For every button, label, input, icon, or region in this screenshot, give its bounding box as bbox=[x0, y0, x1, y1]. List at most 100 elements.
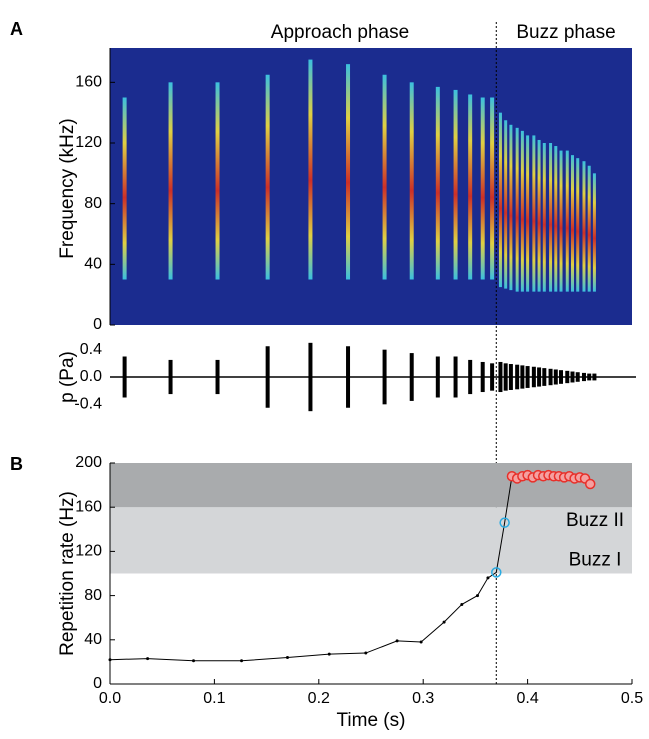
pulse bbox=[575, 372, 580, 382]
rate-point bbox=[192, 659, 196, 663]
call bbox=[542, 143, 546, 292]
pulse bbox=[508, 364, 513, 390]
y-axis-label: Repetition rate (Hz) bbox=[57, 491, 78, 656]
pulse bbox=[490, 363, 495, 391]
call bbox=[468, 94, 473, 280]
phase-label: Approach phase bbox=[271, 22, 409, 43]
y-tick-label: 0 bbox=[93, 316, 102, 333]
y-tick-label: 120 bbox=[75, 543, 102, 560]
pulse bbox=[498, 361, 503, 393]
call bbox=[308, 59, 313, 280]
rate-point bbox=[442, 620, 446, 624]
call bbox=[515, 127, 519, 292]
rate-point bbox=[395, 639, 399, 643]
call bbox=[490, 97, 495, 280]
rate-point bbox=[364, 651, 368, 655]
pulse bbox=[548, 368, 553, 386]
pulse bbox=[520, 365, 525, 389]
x-tick-label: 0.0 bbox=[99, 690, 121, 707]
call bbox=[480, 97, 485, 280]
y-tick-label: 160 bbox=[75, 74, 102, 91]
x-tick-label: 0.2 bbox=[308, 690, 330, 707]
panel-label: A bbox=[10, 19, 23, 39]
call bbox=[504, 120, 508, 289]
pulse bbox=[592, 373, 597, 381]
y-axis-label: Frequency (kHz) bbox=[57, 118, 78, 258]
pulse bbox=[581, 372, 586, 382]
pulse bbox=[215, 359, 220, 395]
x-tick-label: 0.5 bbox=[621, 690, 643, 707]
call bbox=[498, 112, 502, 288]
band bbox=[110, 507, 632, 574]
rate-point bbox=[419, 640, 423, 644]
pulse bbox=[382, 349, 387, 405]
x-tick-label: 0.1 bbox=[203, 690, 225, 707]
call bbox=[565, 150, 569, 292]
y-tick-label: -0.4 bbox=[74, 396, 102, 413]
call bbox=[122, 97, 127, 280]
y-tick-label: 0 bbox=[93, 675, 102, 692]
call bbox=[453, 89, 458, 280]
call bbox=[554, 146, 558, 292]
pulse bbox=[409, 353, 414, 401]
pulse bbox=[542, 368, 547, 386]
rate-point bbox=[475, 594, 479, 598]
rate-marker bbox=[584, 478, 596, 490]
pulse bbox=[168, 359, 173, 395]
call bbox=[559, 150, 563, 292]
call bbox=[382, 74, 387, 280]
call bbox=[592, 173, 596, 292]
y-tick-label: 0.0 bbox=[80, 368, 102, 385]
y-tick-label: 160 bbox=[75, 498, 102, 515]
rate-point bbox=[146, 657, 150, 661]
spectrogram-background bbox=[110, 48, 632, 325]
pulse bbox=[525, 366, 530, 388]
pulse bbox=[480, 361, 485, 393]
x-axis-label: Time (s) bbox=[337, 710, 406, 731]
pulse bbox=[308, 342, 313, 412]
call bbox=[537, 139, 541, 292]
panel-label: B bbox=[10, 454, 23, 474]
pulse bbox=[559, 370, 564, 384]
y-tick-label: 0.4 bbox=[80, 341, 102, 358]
pulse bbox=[453, 356, 458, 398]
y-tick-label: 40 bbox=[84, 631, 102, 648]
pulse bbox=[346, 346, 351, 408]
call bbox=[509, 124, 513, 291]
pulse bbox=[468, 359, 473, 395]
y-tick-label: 200 bbox=[75, 454, 102, 471]
pulse bbox=[265, 346, 270, 408]
call bbox=[168, 82, 173, 280]
rate-point bbox=[285, 655, 289, 659]
y-axis-label: p (Pa) bbox=[57, 351, 78, 403]
call bbox=[549, 143, 553, 292]
pulse bbox=[565, 370, 570, 384]
phase-label: Buzz phase bbox=[516, 22, 615, 43]
call bbox=[532, 135, 536, 292]
call bbox=[346, 64, 351, 280]
pulse bbox=[587, 373, 592, 381]
pulse bbox=[570, 371, 575, 383]
rate-point bbox=[460, 602, 464, 606]
band-label: Buzz II bbox=[566, 510, 624, 531]
y-tick-label: 40 bbox=[84, 256, 102, 273]
y-tick-label: 80 bbox=[84, 587, 102, 604]
pulse bbox=[553, 369, 558, 385]
call bbox=[435, 86, 440, 280]
rate-point bbox=[240, 659, 244, 663]
rate-marker bbox=[499, 517, 510, 528]
call bbox=[582, 161, 586, 292]
x-tick-label: 0.4 bbox=[516, 690, 538, 707]
call bbox=[526, 135, 530, 292]
pulse bbox=[537, 367, 542, 387]
pulse bbox=[515, 364, 520, 390]
rate-point bbox=[327, 652, 331, 656]
rate-marker bbox=[491, 567, 502, 578]
band-label: Buzz I bbox=[569, 550, 622, 571]
call bbox=[265, 74, 270, 280]
call bbox=[520, 130, 524, 292]
call bbox=[576, 158, 580, 292]
pulse bbox=[503, 363, 508, 391]
y-tick-label: 120 bbox=[75, 134, 102, 151]
band bbox=[110, 463, 632, 508]
